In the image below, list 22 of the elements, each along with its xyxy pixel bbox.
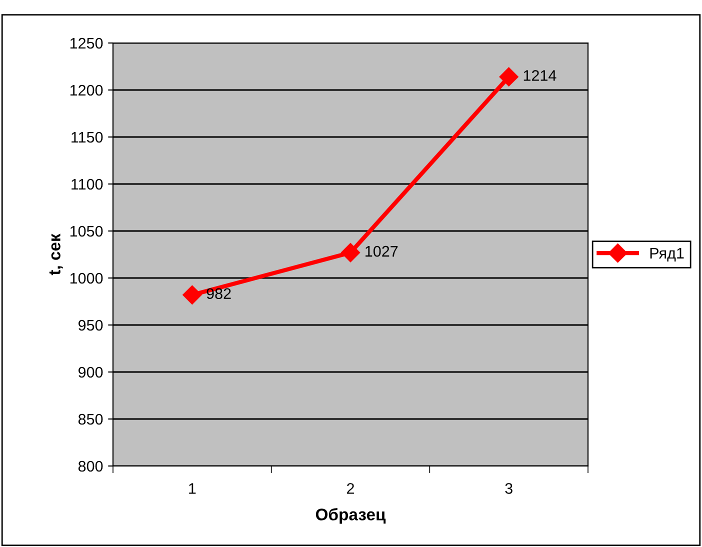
y-tick-label: 950 — [78, 320, 103, 331]
x-tick-label: 3 — [505, 483, 512, 494]
data-label: 1214 — [524, 70, 556, 81]
data-label: 982 — [206, 288, 231, 300]
y-tick-label: 1250 — [70, 38, 103, 49]
y-tick-label: 850 — [78, 414, 103, 425]
y-tick-label: 900 — [78, 366, 103, 378]
y-tick-label: 1050 — [70, 226, 103, 237]
y-tick-label: 1200 — [70, 84, 103, 96]
point — [340, 243, 360, 262]
y-tick-label: 1100 — [72, 178, 103, 190]
x-tick-label: 2 — [347, 483, 354, 494]
y-tick-label: 800 — [78, 460, 103, 472]
x-tick-label: 1 — [189, 483, 196, 494]
point — [182, 285, 202, 304]
legend-label: Ряд1 — [650, 248, 684, 262]
y-tick-label: 1000 — [70, 272, 103, 284]
y-tick-label: 1150 — [72, 132, 103, 143]
x-axis-title: Образец — [316, 508, 386, 524]
point — [499, 67, 518, 86]
y-axis-title: t, сек — [49, 234, 63, 276]
data-label: 1027 — [366, 246, 398, 257]
